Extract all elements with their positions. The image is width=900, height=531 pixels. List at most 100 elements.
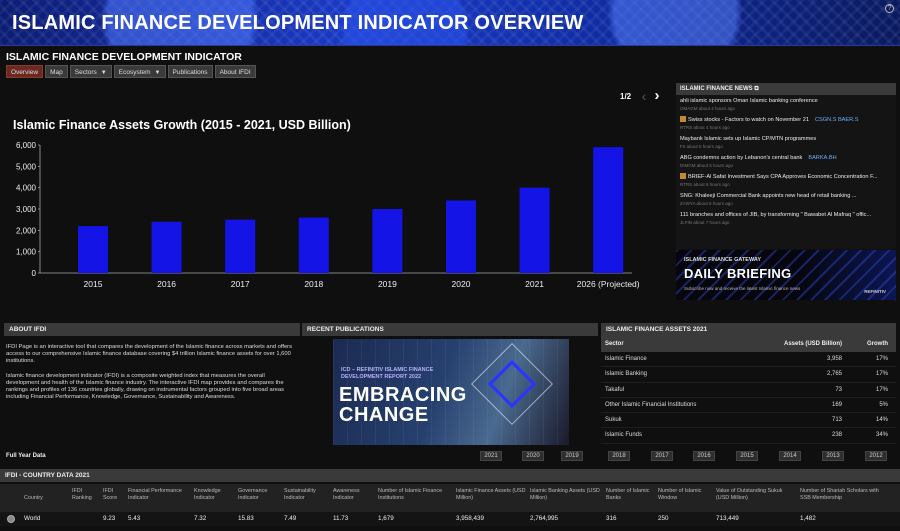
news-meta: JLFIN about 7 hours ago bbox=[680, 220, 730, 225]
column-header[interactable]: Sustainability Indicator bbox=[284, 488, 316, 501]
news-item[interactable]: Maybank Islamic sets up Islamic CP/MTN p… bbox=[676, 133, 896, 152]
table-cell: 713 bbox=[831, 417, 842, 424]
table-row[interactable]: Islamic Finance 3,958 17% bbox=[601, 352, 896, 368]
column-header[interactable]: Governance Indicator bbox=[238, 488, 268, 501]
year-button-2012[interactable]: 2012 bbox=[865, 451, 887, 461]
table-cell: 238 bbox=[831, 432, 842, 439]
column-header[interactable]: Financial Performance Indicator bbox=[128, 488, 182, 501]
tab-ecosystem[interactable]: Ecosystem ▼ bbox=[113, 65, 166, 78]
column-header[interactable]: Islamic Banking Assets (USD Million) bbox=[530, 488, 600, 501]
column-header[interactable]: Number of Islamic Finance Institutions bbox=[378, 488, 443, 501]
table-cell: 11.73 bbox=[333, 515, 349, 522]
column-header[interactable]: IFDI Ranking bbox=[72, 488, 92, 501]
column-header[interactable]: Number of Islamic Banks bbox=[606, 488, 650, 501]
bar-2021[interactable] bbox=[519, 187, 550, 273]
column-header[interactable]: IFDI Score bbox=[103, 488, 118, 501]
daily-briefing-ad[interactable]: ISLAMIC FINANCE GATEWAY DAILY BRIEFING S… bbox=[676, 250, 896, 300]
about-text: IFDI Page is an interactive tool that co… bbox=[6, 344, 296, 408]
table-row[interactable]: Islamic Banking 2,765 17% bbox=[601, 367, 896, 383]
table-cell: 169 bbox=[831, 401, 842, 408]
tab-sectors[interactable]: Sectors ▼ bbox=[69, 65, 112, 78]
news-title-text: Maybank Islamic sets up Islamic CP/MTN p… bbox=[680, 136, 817, 142]
bar-2015[interactable] bbox=[78, 226, 108, 273]
news-title-text: SNG: Khaleeji Commercial Bank appoints n… bbox=[680, 193, 857, 199]
publications-header: RECENT PUBLICATIONS bbox=[302, 323, 598, 336]
popout-icon[interactable]: ⧉ bbox=[754, 86, 759, 92]
news-meta: RTRS about 4 hours ago bbox=[680, 125, 730, 130]
assets-growth-chart: 6,000 5,000 4,000 3,000 2,000 1,000 0 2015 2016 2… bbox=[16, 141, 640, 289]
news-title-text: Swiss stocks - Factors to watch on Novem… bbox=[688, 117, 809, 123]
tab-about[interactable]: About IFDI bbox=[214, 65, 256, 78]
year-button-2019[interactable]: 2019 bbox=[561, 451, 583, 461]
news-item[interactable]: SNG: Khaleeji Commercial Bank appoints n… bbox=[676, 190, 896, 209]
table-row[interactable]: Takaful 73 17% bbox=[601, 383, 896, 398]
bar-2018[interactable] bbox=[298, 217, 329, 273]
news-meta: DIMGM about 5 hours ago bbox=[680, 163, 734, 168]
news-title-text: ABG condemns action by Lebanon's central… bbox=[680, 155, 803, 161]
year-button-2021[interactable]: 2021 bbox=[480, 451, 502, 461]
y-tick-label: 0 bbox=[32, 269, 37, 278]
year-button-2013[interactable]: 2013 bbox=[822, 451, 844, 461]
chevron-right-icon[interactable]: › bbox=[654, 87, 660, 104]
refinitiv-logo: REFINITIV bbox=[864, 289, 886, 294]
bar-2020[interactable] bbox=[446, 200, 476, 273]
news-item[interactable]: Swiss stocks - Factors to watch on Novem… bbox=[676, 114, 896, 133]
table-cell: 34% bbox=[875, 432, 888, 439]
column-header[interactable]: Country bbox=[24, 495, 43, 501]
table-cell: 316 bbox=[606, 515, 617, 522]
news-meta: RTRS about 6 hours ago bbox=[680, 182, 730, 187]
tab-publications[interactable]: Publications bbox=[167, 65, 213, 78]
column-header[interactable]: Knowledge Indicator bbox=[194, 488, 221, 501]
table-row[interactable]: Sukuk 713 14% bbox=[601, 413, 896, 429]
column-header[interactable]: Islamic Finance Assets (USD Million) bbox=[456, 488, 526, 501]
x-tick-label: 2020 bbox=[452, 279, 471, 289]
publication-headline: EMBRACING CHANGE bbox=[339, 385, 467, 425]
chart-pager: 1/2 bbox=[620, 92, 632, 101]
y-tick-label: 5,000 bbox=[16, 162, 37, 171]
briefing-subtext: Subscribe now and receive the latest Isl… bbox=[684, 286, 801, 291]
bar-2017[interactable] bbox=[225, 219, 256, 273]
column-header[interactable]: Value of Outstanding Sukuk (USD Million) bbox=[716, 488, 783, 501]
bar-2026 (Projected)[interactable] bbox=[593, 147, 624, 273]
table-row[interactable]: World 9.23 5.43 7.32 15.83 7.49 11.73 1,679 3,95… bbox=[0, 512, 900, 526]
tab-overview[interactable]: Overview bbox=[6, 65, 44, 78]
news-source-icon bbox=[680, 173, 686, 179]
news-ticker[interactable]: BARKA.BH bbox=[808, 155, 837, 161]
caret-down-icon: ▼ bbox=[100, 70, 107, 76]
news-ticker[interactable]: CSGN.S BAER.S bbox=[814, 117, 859, 123]
table-cell: 3,958 bbox=[826, 356, 842, 362]
year-button-2014[interactable]: 2014 bbox=[779, 451, 801, 461]
year-button-2015[interactable]: 2015 bbox=[736, 451, 758, 461]
column-header[interactable]: Sector bbox=[605, 341, 624, 347]
column-header[interactable]: Assets (USD Billion) bbox=[783, 341, 842, 347]
tab-map[interactable]: Map bbox=[45, 65, 68, 78]
banner: ISLAMIC FINANCE DEVELOPMENT INDICATOR OV… bbox=[0, 0, 900, 46]
column-header[interactable]: Growth bbox=[867, 341, 888, 347]
column-header[interactable]: Number of Islamic Window bbox=[658, 488, 702, 501]
tab-label: Ecosystem bbox=[118, 69, 151, 76]
bar-2019[interactable] bbox=[372, 209, 403, 273]
bar-2016[interactable] bbox=[151, 221, 182, 273]
news-item[interactable]: ABG condemns action by Lebanon's central… bbox=[676, 152, 896, 171]
table-cell: 17% bbox=[875, 356, 888, 362]
news-item[interactable]: ahli islamic sponsors Oman Islamic banki… bbox=[676, 95, 896, 114]
news-item[interactable]: 111 branches and offices of JIB, by tran… bbox=[676, 209, 896, 228]
x-tick-label: 2021 bbox=[525, 279, 544, 289]
column-header[interactable]: Awareness Indicator bbox=[333, 488, 360, 501]
column-header[interactable]: Number of Shariah Scholars with SSB Memb… bbox=[800, 488, 879, 501]
chevron-left-icon[interactable]: ‹ bbox=[641, 88, 647, 104]
news-title: ahli islamic sponsors Oman Islamic banki… bbox=[680, 95, 892, 105]
news-item[interactable]: BRIEF-Al Safat Investment Says CPA Appro… bbox=[676, 171, 896, 190]
year-button-2020[interactable]: 2020 bbox=[522, 451, 544, 461]
publication-cover[interactable]: ICD – REFINITIV ISLAMIC FINANCE DEVELOPM… bbox=[333, 339, 569, 445]
news-title-text: ahli islamic sponsors Oman Islamic banki… bbox=[680, 98, 818, 104]
table-row[interactable]: Islamic Funds 238 34% bbox=[601, 428, 896, 444]
year-button-2017[interactable]: 2017 bbox=[651, 451, 673, 461]
table-cell: 3,958,439 bbox=[456, 515, 485, 522]
help-icon[interactable]: ? bbox=[885, 4, 894, 13]
table-row[interactable]: Other Islamic Financial Institutions 169 5… bbox=[601, 398, 896, 414]
tab-label: Sectors bbox=[74, 69, 97, 76]
year-button-2018[interactable]: 2018 bbox=[608, 451, 630, 461]
table-cell: 1,679 bbox=[378, 515, 394, 522]
year-button-2016[interactable]: 2016 bbox=[693, 451, 715, 461]
